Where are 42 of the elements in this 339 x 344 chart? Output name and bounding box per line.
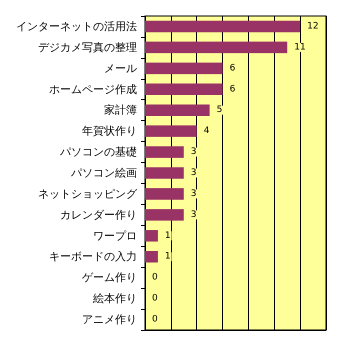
bar (145, 167, 184, 179)
y-tick-label: パソコンの基礎 (59, 146, 137, 159)
data-label: 12 (307, 21, 319, 32)
data-label: 1 (164, 230, 171, 241)
data-label: 3 (190, 188, 197, 199)
bar (145, 20, 300, 32)
y-tick-label: キーボードの入力 (49, 250, 137, 264)
y-tick-label: カレンダー作り (60, 208, 137, 222)
y-tick-label: メール (104, 62, 137, 75)
y-tick-label: パソコン絵画 (70, 166, 137, 180)
data-label: 11 (294, 42, 306, 52)
bar (145, 146, 184, 158)
data-label: 3 (190, 210, 197, 220)
bar (145, 84, 223, 96)
y-tick-label: ネットショッピング (38, 187, 138, 200)
y-tick-label: アニメ作り (82, 313, 137, 326)
data-label: 6 (230, 84, 236, 94)
y-tick-label: ワープロ (93, 229, 137, 242)
y-tick-label: 年賀状作り (82, 124, 137, 138)
y-tick-label: 家計簿 (104, 104, 137, 117)
data-label: 6 (230, 63, 236, 74)
bar (145, 104, 210, 116)
data-label: 3 (190, 147, 197, 158)
bar (145, 188, 184, 200)
y-tick-label: ゲーム作り (82, 271, 137, 284)
bar (145, 62, 223, 74)
bar (145, 230, 158, 242)
y-tick-label: デジカメ写真の整理 (38, 40, 137, 54)
bar (145, 42, 288, 54)
data-label: 0 (152, 272, 158, 283)
data-label: 0 (152, 294, 158, 304)
bar (145, 125, 197, 137)
data-label: 4 (204, 126, 210, 136)
y-tick-label: ホームページ作成 (49, 82, 137, 96)
data-label: 3 (190, 168, 197, 178)
y-tick-label: インターネットの活用法 (16, 20, 137, 33)
data-label: 1 (164, 252, 171, 262)
bar (145, 209, 184, 221)
bar (145, 250, 158, 262)
data-label: 0 (152, 314, 158, 325)
data-label: 5 (216, 105, 222, 116)
y-tick-label: 絵本作り (92, 292, 137, 306)
